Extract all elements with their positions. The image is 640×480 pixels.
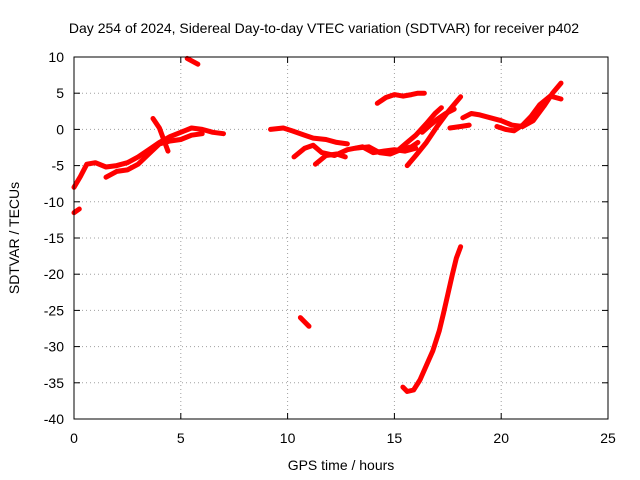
x-tick-label: 10 [280,430,296,446]
series-arc-8 [312,151,348,167]
x-tick-label: 25 [600,430,616,446]
y-tick-label: -20 [44,266,64,282]
data-series [71,55,564,394]
y-tick-label: -5 [52,158,65,174]
x-axis-label: GPS time / hours [288,457,395,473]
series-arc-15 [400,244,464,394]
chart-title: Day 254 of 2024, Sidereal Day-to-day VTE… [69,20,579,36]
series-arc-10 [396,105,444,153]
series-arc-9 [353,139,421,157]
series-arc-11 [404,94,464,169]
series-arc-6 [268,125,350,147]
y-tick-label: 0 [56,121,64,137]
y-tick-labels: -40 -35 -30 -25 -20 -15 -10 -5 0 5 10 [44,49,64,427]
series-arc-14 [297,315,312,329]
x-tick-label: 20 [493,430,509,446]
x-tick-label: 15 [387,430,403,446]
series-arc-13 [374,90,427,106]
y-tick-label: -40 [44,411,64,427]
x-tick-label: 5 [177,430,185,446]
series-arc-12 [419,106,457,135]
y-tick-label: 10 [48,49,64,65]
x-tick-labels: 0 5 10 15 20 25 [70,430,616,446]
series-arc-2 [103,131,205,180]
y-tick-label: -10 [44,194,64,210]
series-arc-17 [494,93,564,134]
series-arc-4 [71,206,82,216]
grid [74,57,608,419]
y-tick-label: -25 [44,302,64,318]
series-arc-5 [184,55,201,67]
y-tick-label: 5 [56,85,64,101]
y-tick-label: -30 [44,339,64,355]
x-tick-label: 0 [70,430,78,446]
y-tick-label: -35 [44,375,64,391]
y-axis-label: SDTVAR / TECUs [6,182,22,294]
series-arc-1 [71,125,226,190]
series-arc-18 [447,122,472,131]
y-tick-label: -15 [44,230,64,246]
axis-ticks [73,56,609,420]
series-arc-3 [150,116,171,154]
